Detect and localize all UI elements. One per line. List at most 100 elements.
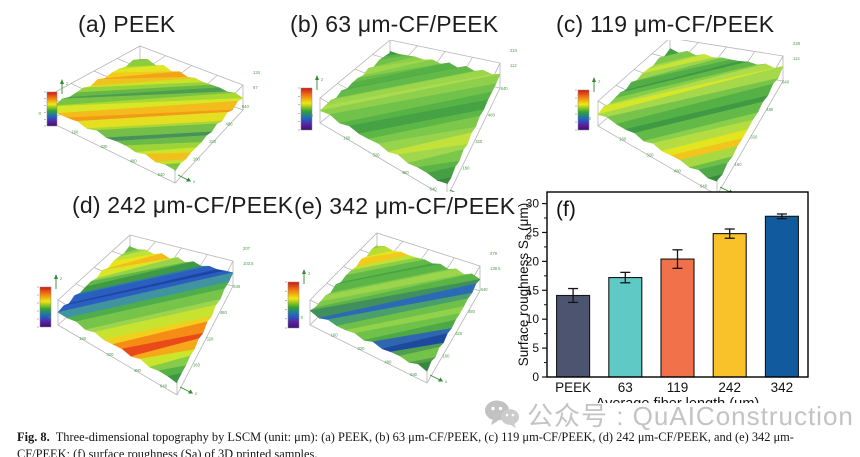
svg-text:640: 640	[782, 80, 790, 85]
svg-text:480: 480	[384, 359, 392, 364]
svg-text:279: 279	[490, 251, 498, 256]
roughness-bar-chart-panel: PEEK 63 119 242 342 0 5 10 15 20 25 30 Average fiber…	[516, 185, 818, 412]
surface-mesh	[309, 244, 481, 372]
svg-text:320: 320	[206, 336, 214, 341]
svg-text:0: 0	[301, 315, 304, 320]
panel-e-label: (e) 342 μm-CF/PEEK	[294, 193, 516, 219]
svg-text:320: 320	[358, 346, 366, 351]
svg-text:103.5: 103.5	[243, 261, 254, 266]
bar-PEEK	[556, 294, 591, 378]
surface-mesh	[47, 59, 244, 173]
height-colorbar	[287, 281, 300, 329]
svg-text:160: 160	[331, 333, 339, 338]
svg-text:320: 320	[101, 144, 109, 149]
svg-text:640: 640	[700, 184, 708, 189]
chart-frame	[546, 191, 809, 378]
svg-text:x: x	[195, 391, 198, 395]
svg-text:0: 0	[311, 113, 314, 118]
svg-text:480: 480	[220, 310, 228, 315]
surface-plot-e: z x 160 320 480 640 640 480 320 160 279 139.5 0	[285, 232, 501, 384]
x-tick-label: 242	[718, 380, 741, 395]
svg-text:160: 160	[71, 130, 79, 135]
svg-text:0: 0	[589, 116, 592, 121]
surface-plot-a: z x 160 320 480 640 640 480 320 160 134 67 0	[39, 45, 261, 184]
wechat-icon	[485, 400, 519, 428]
surface-mesh	[57, 244, 234, 384]
svg-text:224: 224	[510, 48, 518, 53]
svg-text:0: 0	[39, 111, 42, 116]
y-axis-label: Surface roughness Sa (μm)	[518, 203, 534, 366]
svg-text:0: 0	[49, 315, 52, 320]
svg-text:160: 160	[619, 137, 627, 142]
svg-text:160: 160	[462, 165, 470, 170]
svg-text:320: 320	[373, 153, 381, 158]
svg-text:480: 480	[402, 170, 410, 175]
svg-text:640: 640	[233, 284, 241, 289]
svg-text:160: 160	[343, 135, 351, 140]
svg-text:z: z	[66, 81, 69, 86]
svg-text:114: 114	[793, 56, 800, 61]
svg-text:640: 640	[160, 384, 168, 389]
y-tick-label: 5	[532, 341, 539, 355]
svg-text:320: 320	[647, 153, 655, 158]
svg-text:640: 640	[242, 104, 250, 109]
svg-text:139.5: 139.5	[490, 266, 501, 271]
svg-text:480: 480	[766, 107, 774, 112]
svg-text:640: 640	[158, 172, 166, 177]
bar-63	[608, 277, 643, 378]
svg-text:z: z	[321, 77, 324, 82]
svg-text:z: z	[308, 271, 311, 276]
svg-text:320: 320	[475, 139, 483, 144]
caption-text: Three-dimensional topography by LSCM (un…	[17, 430, 794, 457]
y-tick-label: 30	[526, 197, 540, 211]
svg-text:480: 480	[130, 158, 138, 163]
surface-plot-d: z x 160 320 480 640 640 480 320 160 207 103.5 0	[37, 234, 254, 395]
bar-242	[712, 233, 747, 378]
svg-text:160: 160	[193, 156, 201, 161]
svg-text:480: 480	[468, 309, 476, 314]
svg-text:320: 320	[209, 139, 217, 144]
bar-chart: PEEK 63 119 242 342 0 5 10 15 20 25 30 Average fiber…	[516, 191, 809, 412]
svg-text:320: 320	[107, 352, 115, 357]
svg-text:160: 160	[442, 353, 450, 358]
svg-text:480: 480	[674, 168, 682, 173]
svg-text:z: z	[598, 79, 601, 84]
surface-mesh	[319, 50, 501, 186]
panel-f-label: (f)	[556, 198, 576, 221]
x-tick-label: 119	[667, 380, 689, 395]
svg-text:640: 640	[481, 287, 489, 292]
svg-text:640: 640	[430, 186, 438, 191]
svg-text:160: 160	[193, 363, 201, 368]
svg-text:640: 640	[410, 372, 418, 377]
caption-prefix: Fig. 8.	[17, 430, 50, 445]
x-tick-label: PEEK	[555, 380, 591, 395]
svg-text:160: 160	[79, 336, 87, 341]
surface-mesh	[597, 48, 784, 182]
bar-119	[660, 258, 695, 378]
panel-a-label: (a) PEEK	[78, 11, 176, 37]
panel-d-label: (d) 242 μm-CF/PEEK	[72, 192, 294, 218]
panel-c-label: (c) 119 μm-CF/PEEK	[556, 11, 775, 37]
figure-caption: Fig. 8. Three-dimensional topography by …	[17, 429, 845, 457]
x-tick-label: 63	[618, 380, 633, 395]
y-tick-label: 15	[526, 283, 540, 297]
svg-text:207: 207	[243, 246, 251, 251]
svg-text:134: 134	[253, 70, 261, 75]
svg-text:z: z	[60, 276, 63, 281]
x-tick-label: 342	[771, 380, 794, 395]
panel-b-label: (b) 63 μm-CF/PEEK	[290, 11, 499, 37]
svg-text:160: 160	[735, 162, 743, 167]
y-tick-label: 20	[526, 254, 540, 268]
x-axis-label: Average fiber length (μm)	[596, 396, 760, 403]
svg-text:640: 640	[501, 86, 509, 91]
svg-text:67: 67	[253, 85, 258, 90]
surface-plot-c: zx1603204806406404803201602281140	[575, 40, 801, 192]
height-colorbar	[300, 87, 313, 131]
svg-text:480: 480	[488, 113, 496, 118]
y-tick-label: 0	[532, 370, 539, 384]
svg-text:x: x	[193, 179, 196, 184]
svg-text:480: 480	[134, 368, 142, 373]
y-tick-label: 10	[526, 312, 540, 326]
svg-text:320: 320	[750, 134, 758, 139]
